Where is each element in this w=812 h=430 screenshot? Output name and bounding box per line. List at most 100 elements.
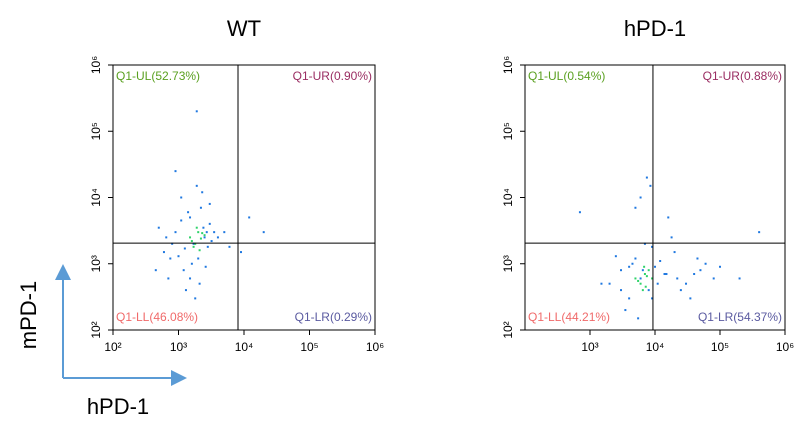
event-dot — [184, 289, 187, 292]
plot-frame — [112, 64, 376, 331]
event-dot — [639, 196, 642, 199]
event-dot — [195, 226, 198, 229]
event-dot — [685, 282, 688, 285]
event-dot — [647, 289, 650, 292]
event-dot — [228, 245, 231, 248]
event-dot — [620, 289, 623, 292]
event-dot — [667, 216, 670, 219]
event-dot — [203, 234, 206, 237]
event-dot — [165, 236, 168, 239]
event-dot — [198, 249, 201, 252]
y-tick-label: 10² — [501, 321, 515, 338]
plot-frame — [524, 64, 786, 331]
x-tick-label: 10² — [104, 340, 121, 354]
event-dot — [187, 211, 190, 214]
event-dot — [704, 262, 707, 265]
event-dot — [208, 222, 211, 225]
event-dot — [696, 257, 699, 260]
event-dot — [645, 176, 648, 179]
event-dot — [614, 255, 617, 258]
quadrant-label: Q1-UR(0.88%) — [703, 69, 782, 83]
event-dot — [199, 206, 202, 209]
event-dot — [195, 110, 198, 113]
y-tick-label: 10³ — [501, 255, 515, 272]
event-dot — [656, 282, 659, 285]
event-dot — [643, 273, 646, 276]
event-dot — [210, 240, 213, 243]
quadrant-label: Q1-LL(44.21%) — [528, 310, 610, 324]
event-dot — [624, 309, 627, 312]
event-dot — [643, 265, 646, 268]
y-axis-label: mPD-1 — [16, 281, 41, 349]
event-dot — [203, 236, 206, 239]
event-dot — [223, 231, 226, 234]
quadrant-label: Q1-UL(52.73%) — [116, 69, 200, 83]
event-dot — [177, 255, 180, 258]
event-dot — [201, 232, 204, 235]
y-tick-label: 10⁴ — [501, 188, 515, 207]
event-dot — [654, 265, 656, 268]
event-dot — [262, 231, 265, 234]
event-dot — [198, 282, 201, 285]
event-dot — [183, 247, 186, 250]
event-dot — [643, 242, 646, 245]
event-dot — [641, 289, 644, 292]
y-tick-label: 10⁴ — [89, 188, 103, 207]
event-dot — [154, 269, 157, 272]
event-dot — [182, 269, 185, 272]
event-dot — [651, 297, 654, 300]
chart-title: WT — [227, 16, 261, 41]
event-dot — [641, 269, 644, 272]
event-dot — [649, 184, 652, 187]
quadrant-label: Q1-LL(46.08%) — [116, 310, 198, 324]
event-dot — [634, 257, 637, 260]
event-dot — [578, 211, 581, 214]
event-dot — [637, 279, 640, 282]
event-dot — [644, 285, 647, 288]
event-dot — [248, 216, 251, 219]
event-dot — [171, 242, 174, 245]
event-dot — [194, 297, 197, 300]
x-tick-label: 10³ — [581, 340, 598, 354]
event-dot — [174, 231, 177, 234]
event-dot — [195, 184, 198, 187]
x-tick-label: 10⁶ — [776, 340, 794, 354]
event-dot — [189, 216, 192, 219]
event-dot — [689, 297, 692, 300]
x-tick-label: 10⁴ — [646, 340, 665, 354]
event-dot — [637, 317, 640, 320]
event-dot — [208, 202, 211, 205]
y-tick-label: 10⁵ — [501, 122, 515, 140]
event-dot — [197, 231, 200, 234]
event-dot — [679, 289, 682, 292]
y-tick-label: 10⁵ — [89, 122, 103, 140]
event-dot — [693, 273, 696, 276]
event-dot — [620, 269, 623, 272]
event-dot — [240, 251, 243, 254]
event-dot — [167, 277, 170, 280]
event-dot — [645, 275, 648, 278]
event-dot — [190, 262, 193, 265]
event-dot — [206, 245, 209, 248]
event-dot — [651, 277, 654, 280]
event-dot — [169, 257, 172, 260]
y-tick-label: 10² — [89, 321, 103, 338]
quadrant-label: Q1-LR(54.37%) — [698, 310, 782, 324]
event-dot — [189, 277, 192, 280]
event-dot — [673, 251, 676, 254]
event-dot — [205, 231, 208, 234]
event-dot — [213, 231, 216, 234]
event-dot — [712, 277, 715, 280]
x-tick-label: 10⁴ — [235, 340, 254, 354]
event-dot — [201, 191, 204, 194]
y-tick-label: 10³ — [89, 255, 103, 272]
event-dot — [162, 251, 165, 254]
quadrant-label: Q1-UL(0.54%) — [528, 69, 605, 83]
event-dot — [192, 242, 195, 245]
event-dot — [758, 231, 761, 234]
event-dot — [628, 265, 631, 268]
event-dot — [639, 282, 642, 285]
event-dot — [216, 236, 219, 239]
event-dot — [199, 237, 202, 240]
event-dot — [665, 273, 668, 276]
